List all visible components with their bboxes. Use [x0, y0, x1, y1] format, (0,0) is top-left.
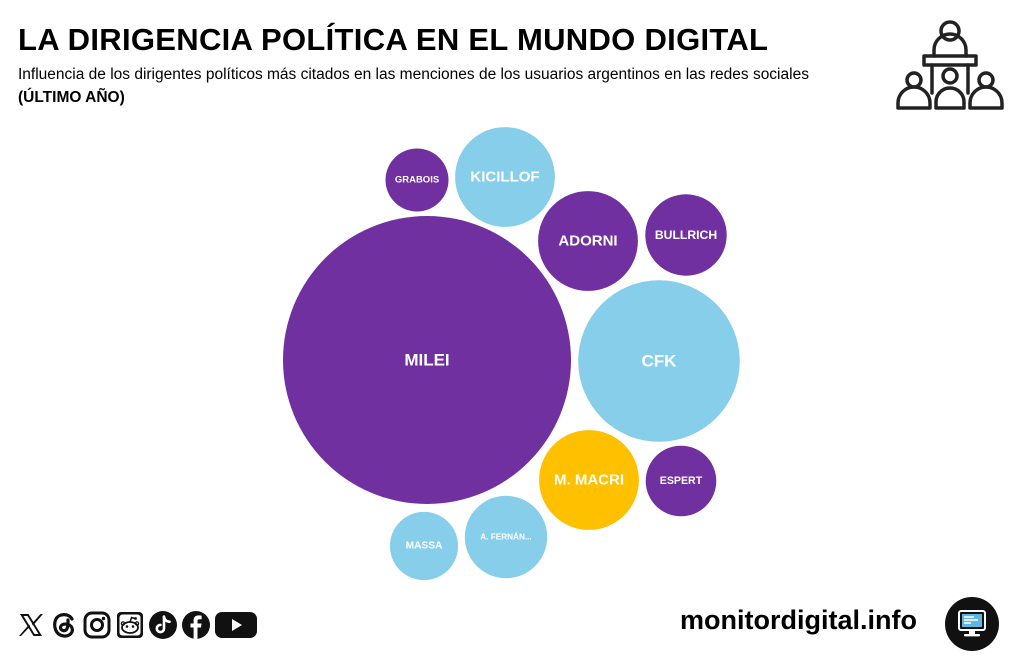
bubble-label: ADORNI: [558, 233, 617, 250]
bubble-label: MILEI: [404, 351, 449, 370]
reddit-icon[interactable]: [115, 610, 145, 640]
bubble-bullrich: [645, 194, 727, 276]
site-url[interactable]: monitordigital.info: [680, 605, 917, 635]
bubble-cfk: [578, 280, 740, 442]
bubble-adorni: [538, 191, 638, 291]
x-icon[interactable]: [16, 610, 46, 640]
bubble-label: BULLRICH: [655, 228, 717, 242]
bubble-massa: [389, 511, 459, 581]
bubble-espert: [645, 445, 717, 517]
bubble-milei: [283, 216, 571, 504]
youtube-icon[interactable]: [214, 610, 258, 640]
bubble-label: CFK: [642, 352, 678, 371]
bubble-label: M. MACRI: [554, 472, 624, 489]
page-title: LA DIRIGENCIA POLÍTICA EN EL MUNDO DIGIT…: [18, 22, 769, 57]
period-label: (ÚLTIMO AÑO): [18, 89, 125, 106]
bubble-m-macri: [539, 430, 639, 530]
bubble-a-fern-n: [464, 495, 548, 579]
bubble-label: MASSA: [406, 541, 443, 552]
bubble-label: A. FERNÁN...: [480, 532, 531, 542]
bubble-kicillof: [455, 127, 555, 227]
subtitle: Influencia de los dirigentes políticos m…: [18, 66, 809, 83]
threads-icon[interactable]: [49, 610, 79, 640]
social-icons: [16, 608, 258, 642]
tiktok-icon[interactable]: [148, 610, 178, 640]
monitor-icon: [945, 597, 999, 651]
facebook-icon[interactable]: [181, 610, 211, 640]
bubble-label: ESPERT: [660, 475, 703, 487]
bubble-label: GRABOIS: [395, 175, 439, 186]
bubble-grabois: [385, 148, 449, 212]
bubble-label: KICILLOF: [470, 169, 539, 186]
instagram-icon[interactable]: [82, 610, 112, 640]
audience-speaker-icon: [896, 20, 1004, 110]
